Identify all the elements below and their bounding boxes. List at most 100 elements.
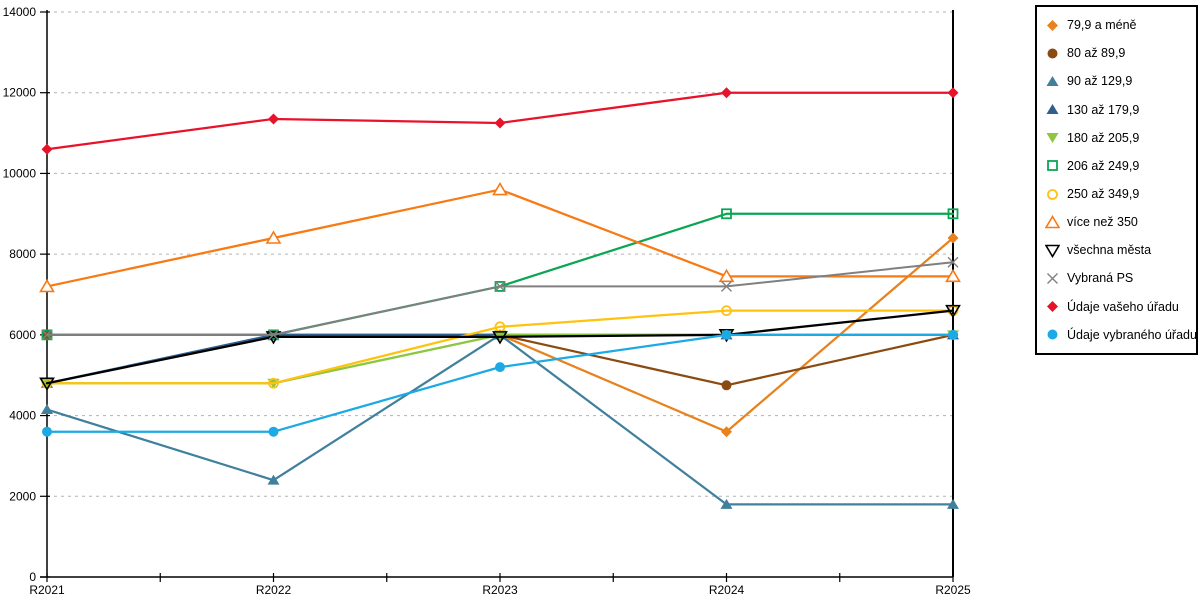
- data-point[interactable]: [718, 268, 735, 283]
- legend-item-130-a-179-9: 130 až 179,9: [1045, 98, 1196, 122]
- y-axis-tick-label: 6000: [9, 328, 36, 342]
- legend-item-79-9-a-m-n: 79,9 a méně: [1045, 13, 1196, 37]
- triangle-up-filled-icon: [1046, 104, 1059, 115]
- x-axis-tick-label: R2023: [482, 583, 518, 597]
- data-point[interactable]: [492, 331, 508, 345]
- chart-legend: 79,9 a méně 80 až 89,9 90 až 129,9 130 až 1…: [1035, 5, 1198, 355]
- diamond-filled-icon: [1047, 19, 1058, 31]
- legend-item-206-a-249-9: 206 až 249,9: [1045, 154, 1196, 178]
- data-point[interactable]: [492, 181, 508, 196]
- circle-filled-icon: [1047, 48, 1058, 59]
- legend-item-v-ce-ne-350: více než 350: [1045, 210, 1196, 234]
- data-point[interactable]: [720, 498, 733, 509]
- y-axis-tick-label: 10000: [3, 166, 37, 180]
- data-point[interactable]: [947, 256, 959, 268]
- data-point[interactable]: [721, 305, 732, 317]
- line-chart-plot: 0 2000 4000 6000 8000 10000 12000 14000 R2021 R20…: [3, 5, 971, 597]
- data-point[interactable]: [265, 230, 282, 244]
- y-axis-tick-label: 0: [29, 570, 36, 584]
- diamond-filled-icon: [1047, 19, 1058, 31]
- data-point[interactable]: [947, 232, 959, 244]
- legend-label: 206 až 249,9: [1067, 158, 1140, 173]
- x-cross-icon: [1047, 272, 1058, 284]
- y-axis-tick-label: 12000: [3, 86, 37, 100]
- data-point[interactable]: [41, 143, 53, 155]
- data-point[interactable]: [945, 268, 961, 283]
- square-open-icon: [1047, 160, 1058, 172]
- series-line: [45, 309, 955, 385]
- series-v-echna-m-sta: [39, 304, 961, 391]
- legend-label: všechna města: [1067, 243, 1152, 258]
- legend-item-250-a-349-9: 250 až 349,9: [1045, 182, 1196, 206]
- legend-item-90-a-129-9: 90 až 129,9: [1045, 69, 1196, 93]
- triangle-up-open-icon: [1045, 214, 1060, 228]
- legend-label: Údaje vybraného úřadu: [1067, 327, 1197, 342]
- legend-item-180-a-205-9: 180 až 205,9: [1045, 126, 1196, 150]
- legend-label: Údaje vašeho úřadu: [1067, 299, 1179, 314]
- data-point[interactable]: [721, 208, 732, 220]
- data-point[interactable]: [268, 377, 279, 389]
- data-point[interactable]: [721, 426, 732, 438]
- data-point[interactable]: [948, 329, 958, 340]
- circle-filled-icon: [1047, 329, 1058, 340]
- legend-item-daje-va-eho-adu: Údaje vašeho úřadu: [1045, 295, 1196, 319]
- data-point[interactable]: [495, 362, 505, 373]
- series-line: [45, 188, 955, 288]
- data-point[interactable]: [945, 304, 961, 319]
- legend-label: více než 350: [1067, 215, 1138, 230]
- data-point[interactable]: [947, 87, 959, 99]
- x-cross-icon: [1047, 272, 1058, 284]
- data-point[interactable]: [267, 474, 280, 485]
- circle-filled-icon: [1047, 329, 1058, 340]
- legend-item-80-a-89-9: 80 až 89,9: [1045, 41, 1196, 65]
- data-point[interactable]: [494, 280, 506, 292]
- legend-label: 180 až 205,9: [1067, 130, 1140, 145]
- data-point[interactable]: [721, 280, 732, 292]
- series-daje-va-eho-adu: [41, 87, 959, 155]
- legend-item-vybran-ps: Vybraná PS: [1045, 266, 1196, 290]
- data-point[interactable]: [947, 498, 959, 509]
- diamond-filled-icon: [1047, 301, 1058, 313]
- triangle-up-filled-icon: [1046, 104, 1059, 115]
- data-point[interactable]: [721, 380, 732, 391]
- circle-open-icon: [1047, 188, 1058, 200]
- data-point[interactable]: [42, 426, 52, 437]
- triangle-down-open-icon: [1045, 244, 1060, 258]
- legend-label: 250 až 349,9: [1067, 187, 1140, 202]
- legend-label: 90 až 129,9: [1067, 74, 1133, 89]
- series-vybran-ps: [41, 256, 959, 341]
- y-axis-tick-label: 8000: [9, 247, 36, 261]
- y-axis-tick-label: 14000: [3, 5, 37, 19]
- data-point[interactable]: [39, 278, 55, 293]
- data-point[interactable]: [268, 329, 279, 341]
- data-point[interactable]: [41, 329, 53, 341]
- series-180-a-205-9: [41, 330, 959, 389]
- data-point[interactable]: [721, 87, 732, 99]
- legend-item-v-echna-m-sta: všechna města: [1045, 238, 1196, 262]
- data-point[interactable]: [494, 330, 506, 341]
- legend-label: 79,9 a méně: [1067, 18, 1137, 33]
- data-point[interactable]: [41, 404, 53, 415]
- series-daje-vybran-ho-adu: [42, 329, 958, 437]
- triangle-down-filled-icon: [1046, 133, 1059, 144]
- data-point[interactable]: [947, 208, 959, 220]
- square-open-icon: [1047, 160, 1058, 172]
- data-point[interactable]: [39, 377, 55, 391]
- series-line: [46, 261, 954, 336]
- triangle-up-filled-icon: [1046, 75, 1059, 86]
- x-axis-tick-label: R2022: [256, 583, 292, 597]
- x-axis-tick-label: R2025: [935, 583, 971, 597]
- axes: 0 2000 4000 6000 8000 10000 12000 14000 R2021 R20…: [3, 5, 971, 597]
- y-axis-tick-label: 4000: [9, 409, 36, 423]
- x-axis-tick-label: R2024: [709, 583, 745, 597]
- series-line: [45, 212, 955, 336]
- data-point[interactable]: [268, 113, 279, 125]
- legend-label: 130 až 179,9: [1067, 102, 1140, 117]
- data-point[interactable]: [721, 329, 732, 340]
- data-point[interactable]: [494, 117, 506, 129]
- data-point[interactable]: [268, 426, 279, 437]
- series-line: [45, 333, 955, 506]
- series-250-a-349-9: [41, 305, 959, 389]
- triangle-up-filled-icon: [1046, 75, 1059, 86]
